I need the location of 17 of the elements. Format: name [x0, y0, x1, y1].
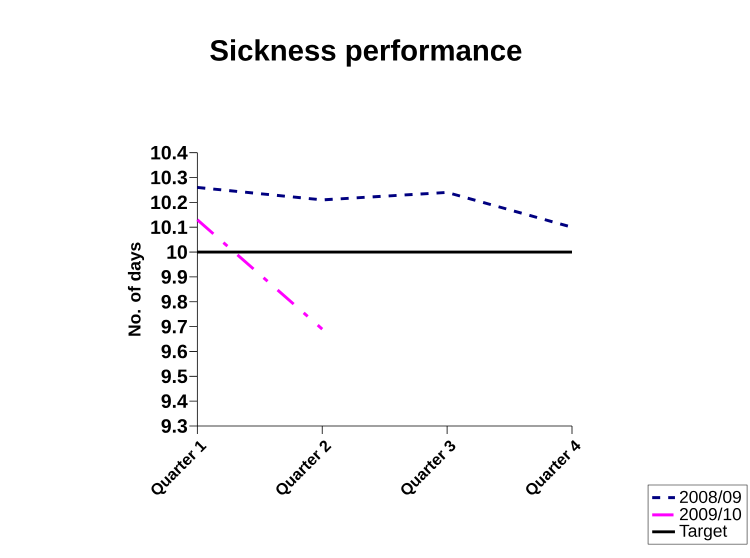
y-tick-label: 9.7: [162, 320, 187, 334]
legend-label: 2008/09: [680, 490, 741, 504]
y-tick-label: 10: [167, 245, 187, 259]
chart-title: Sickness performance: [210, 39, 522, 67]
y-tick-label: 9.4: [162, 394, 188, 408]
y-tick-label: 9.3: [162, 419, 188, 433]
y-tick-label: 10.4: [151, 146, 188, 160]
y-tick-label: 9.9: [162, 270, 188, 284]
y-tick-label: 9.6: [162, 344, 188, 358]
y-tick-label: 9.8: [162, 294, 188, 309]
y-axis-title: No. of days: [128, 242, 144, 336]
y-tick-label: 10.2: [151, 196, 187, 210]
y-tick-label: 10.1: [151, 220, 188, 234]
legend-label: 2009/10: [680, 508, 742, 520]
legend-label: Target: [679, 524, 728, 540]
y-tick-label: 9.5: [162, 369, 188, 384]
y-tick-label: 10.3: [151, 170, 188, 184]
